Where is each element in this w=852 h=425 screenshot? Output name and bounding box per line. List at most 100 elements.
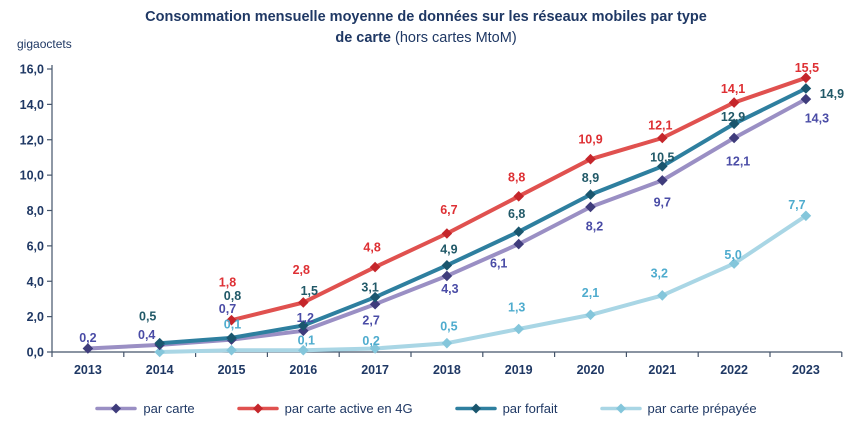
x-tick-label: 2014 <box>146 363 174 377</box>
data-label: 8,8 <box>508 171 525 185</box>
data-label: 12,9 <box>721 110 745 124</box>
y-axis-labels: 0,0 2,0 4,0 6,0 8,0 10,0 12,0 14,0 16,0 <box>20 63 44 360</box>
data-point-marker <box>154 346 165 358</box>
data-point-marker <box>441 228 453 239</box>
legend-line-marker-icon <box>236 403 279 414</box>
data-label: 3,1 <box>361 281 378 295</box>
y-tick-label: 10,0 <box>20 169 44 183</box>
data-point-marker <box>513 191 524 202</box>
legend-label: par forfait <box>502 401 558 416</box>
y-tick-label: 8,0 <box>27 204 44 218</box>
data-label: 8,2 <box>586 219 603 233</box>
data-point-marker <box>728 97 740 108</box>
data-label: 14,3 <box>805 111 829 125</box>
chart-title-line2: de carte (hors cartes MtoM) <box>335 30 517 46</box>
data-point-marker <box>369 343 381 354</box>
data-label: 8,9 <box>582 171 599 185</box>
data-point-marker <box>728 258 740 269</box>
y-tick-label: 16,0 <box>20 63 44 77</box>
data-point-marker <box>728 132 740 144</box>
series-line <box>85 97 808 351</box>
data-point-marker <box>657 290 668 301</box>
data-point-marker <box>513 323 524 335</box>
y-tick-label: 0,0 <box>27 346 44 360</box>
data-label: 0,1 <box>224 318 241 332</box>
data-label: 10,5 <box>650 151 674 165</box>
x-tick-label: 2013 <box>74 363 102 377</box>
x-tick-label: 2018 <box>433 363 461 377</box>
data-point-marker <box>226 332 237 344</box>
data-point-marker <box>441 270 453 282</box>
data-point-marker <box>513 238 524 250</box>
legend-item-par-carte-pr-pay-e: par carte prépayée <box>599 401 757 416</box>
y-tick-label: 2,0 <box>27 310 44 324</box>
data-point-marker <box>369 261 381 273</box>
chart-title-text: Consommation mensuelle moyenne de donnée… <box>145 9 707 25</box>
data-point-marker <box>657 160 668 172</box>
x-tick-label: 2021 <box>648 363 676 377</box>
x-tick-label: 2015 <box>218 363 246 377</box>
data-label: 14,9 <box>820 87 844 101</box>
data-point-marker <box>585 309 596 321</box>
data-point-marker <box>513 226 524 238</box>
data-point-marker <box>657 132 668 144</box>
series-par-carte <box>82 93 812 354</box>
data-point-marker <box>800 83 812 94</box>
data-label: 1,2 <box>297 311 314 325</box>
data-point-marker <box>298 320 309 331</box>
legend-label: par carte <box>143 401 195 416</box>
data-point-marker <box>82 343 94 354</box>
legend-label: par carte active en 4G <box>284 401 413 416</box>
data-point-marker <box>800 72 812 84</box>
data-point-marker <box>800 210 812 222</box>
data-point-marker <box>369 298 381 310</box>
data-point-marker <box>728 118 740 130</box>
x-tick-label: 2020 <box>577 363 605 377</box>
data-point-marker <box>369 291 381 303</box>
data-label: 0,1 <box>298 334 315 348</box>
data-label: 4,3 <box>441 282 458 296</box>
data-label: 4,8 <box>363 240 380 254</box>
data-label: 15,5 <box>795 61 819 75</box>
series-par-carte-pr-pay-e <box>154 210 812 358</box>
legend-item-par-forfait: par forfait <box>454 401 558 416</box>
y-tick-label: 12,0 <box>20 133 44 147</box>
data-point-marker <box>298 325 309 337</box>
data-label: 5,0 <box>724 248 741 262</box>
data-point-marker <box>226 344 237 356</box>
data-label: 7,7 <box>788 198 805 212</box>
data-label: 1,3 <box>508 300 525 314</box>
data-label: 0,5 <box>440 320 457 334</box>
x-axis-labels: 2013 2014 2015 2016 2017 2018 2019 2020 2021 2022… <box>74 363 820 377</box>
series-par-forfait <box>154 83 812 349</box>
data-label: 14,1 <box>721 82 745 96</box>
data-point-marker <box>298 297 309 308</box>
data-label: 3,2 <box>651 267 668 281</box>
data-label: 0,5 <box>139 310 156 324</box>
data-label: 10,9 <box>578 133 602 147</box>
data-label: 6,7 <box>440 203 457 217</box>
data-point-marker <box>657 175 668 186</box>
data-label: 2,1 <box>582 286 599 300</box>
data-point-marker <box>585 201 596 213</box>
data-label: 6,1 <box>490 256 507 270</box>
y-tick-label: 6,0 <box>27 239 44 253</box>
legend-label: par carte prépayée <box>647 401 757 416</box>
data-labels: 0,2 0,4 0,7 1,2 2,7 4,3 6,1 8,2 9,7 12,1 14,3 1,8 2,… <box>79 61 844 348</box>
data-point-marker <box>298 344 309 356</box>
legend-item-par-carte-active-en-4g: par carte active en 4G <box>236 401 413 416</box>
chart-legend: par carte par carte active en 4G par forfa… <box>0 401 852 416</box>
series-par-carte-active-en-4g <box>226 72 812 326</box>
legend-line-marker-icon <box>599 403 642 414</box>
legend-item-par-carte: par carte <box>95 401 195 416</box>
y-tick-label: 4,0 <box>27 275 44 289</box>
data-point-marker <box>585 189 596 200</box>
data-label: 12,1 <box>648 118 672 132</box>
x-tick-label: 2023 <box>792 363 820 377</box>
data-label: 4,9 <box>440 243 457 257</box>
data-point-marker <box>441 337 453 349</box>
data-label: 9,7 <box>654 196 671 210</box>
data-label: 0,2 <box>79 331 96 345</box>
data-point-marker <box>585 153 596 165</box>
